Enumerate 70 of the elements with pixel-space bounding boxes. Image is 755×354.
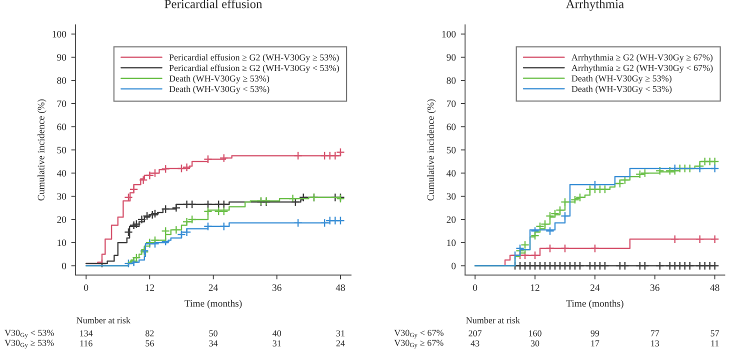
y-axis-title: Cumulative incidence (%): [38, 99, 46, 201]
y-tick-label: 0: [62, 262, 66, 270]
text: 77: [650, 330, 660, 336]
y-tick-label: 40: [446, 170, 456, 177]
text: 207: [468, 330, 482, 336]
y-tick-label: 80: [446, 77, 456, 84]
text: V30$_{Gy}$ ≥ 53%: [4, 340, 54, 348]
x-tick-label: 12: [531, 284, 540, 291]
text: 34: [209, 340, 218, 346]
text: 13: [651, 340, 660, 346]
x-axis-title: Time (months): [566, 300, 624, 309]
legend-label: Death (WH-V30Gy ≥ 53%): [169, 75, 270, 84]
legend-label: Death (WH-V30Gy < 53%): [572, 86, 672, 94]
x-tick-label: 24: [590, 284, 600, 291]
x-tick-label: 24: [208, 284, 218, 291]
text: 43: [470, 340, 480, 346]
y-axis-title: Cumulative incidence (%): [427, 99, 436, 201]
y-tick-label: 30: [446, 193, 456, 200]
x-tick-label: 48: [336, 284, 345, 291]
y-tick-label: 50: [57, 146, 66, 154]
text: 31: [336, 330, 344, 336]
text: 11: [711, 340, 719, 346]
legend-label: Death (WH-V30Gy ≥ 53%): [572, 75, 672, 84]
text: 57: [710, 330, 720, 336]
text: 40: [272, 330, 282, 336]
y-tick-label: 60: [57, 124, 66, 130]
legend-label: Death (WH-V30Gy < 53%): [169, 86, 270, 94]
x-tick-label: 0: [473, 284, 478, 291]
text: 99: [590, 330, 600, 336]
x-tick-label: 48: [710, 284, 720, 291]
text: 134: [80, 330, 93, 336]
y-tick-label: 40: [56, 170, 66, 177]
text: V30$_{Gy}$ ≥ 67%: [394, 340, 444, 348]
text: 31: [272, 340, 281, 346]
y-tick-label: 70: [446, 100, 456, 108]
x-axis-title: Time (months): [184, 300, 242, 309]
x-tick-label: 12: [146, 284, 154, 291]
text: 56: [146, 340, 154, 346]
y-tick-label: 10: [58, 240, 66, 246]
x-tick-label: 36: [650, 284, 660, 291]
text: Number at risk: [76, 317, 130, 324]
y-tick-label: 30: [57, 193, 66, 200]
y-tick-label: 10: [447, 240, 456, 246]
y-tick-label: 100: [442, 30, 456, 38]
x-tick-label: 0: [84, 284, 88, 291]
y-tick-label: 20: [57, 216, 66, 223]
text: Number at risk: [466, 317, 520, 324]
y-tick-label: 60: [446, 124, 456, 130]
y-tick-label: 90: [446, 54, 456, 61]
text: 116: [80, 340, 92, 346]
text: 82: [146, 330, 154, 336]
text: 17: [591, 340, 600, 346]
text: 50: [209, 330, 218, 336]
text: V30$_{Gy}$ < 53%: [4, 330, 54, 338]
text: 30: [530, 340, 540, 346]
legend-label: Pericardial effusion ≥ G2 (WH-V30Gy < 53%): [169, 64, 339, 73]
y-tick-label: 50: [446, 146, 456, 154]
legend-label: Arrhythmia ≥ G2 (WH-V30Gy < 67%): [571, 64, 713, 73]
text: V30$_{Gy}$ < 67%: [394, 330, 444, 338]
x-tick-label: 36: [272, 284, 282, 291]
text: 160: [529, 330, 542, 336]
y-tick-label: 90: [57, 54, 66, 61]
text: 24: [336, 340, 345, 346]
y-tick-label: 100: [52, 30, 66, 38]
y-tick-label: 0: [452, 262, 456, 270]
y-tick-label: 20: [446, 216, 456, 223]
legend-label: Arrhythmia ≥ G2 (WH-V30Gy ≥ 67%): [571, 54, 713, 62]
legend-label: Pericardial effusion ≥ G2 (WH-V30Gy ≥ 53%): [169, 54, 339, 62]
y-tick-label: 70: [57, 100, 66, 108]
y-tick-label: 80: [57, 77, 66, 84]
